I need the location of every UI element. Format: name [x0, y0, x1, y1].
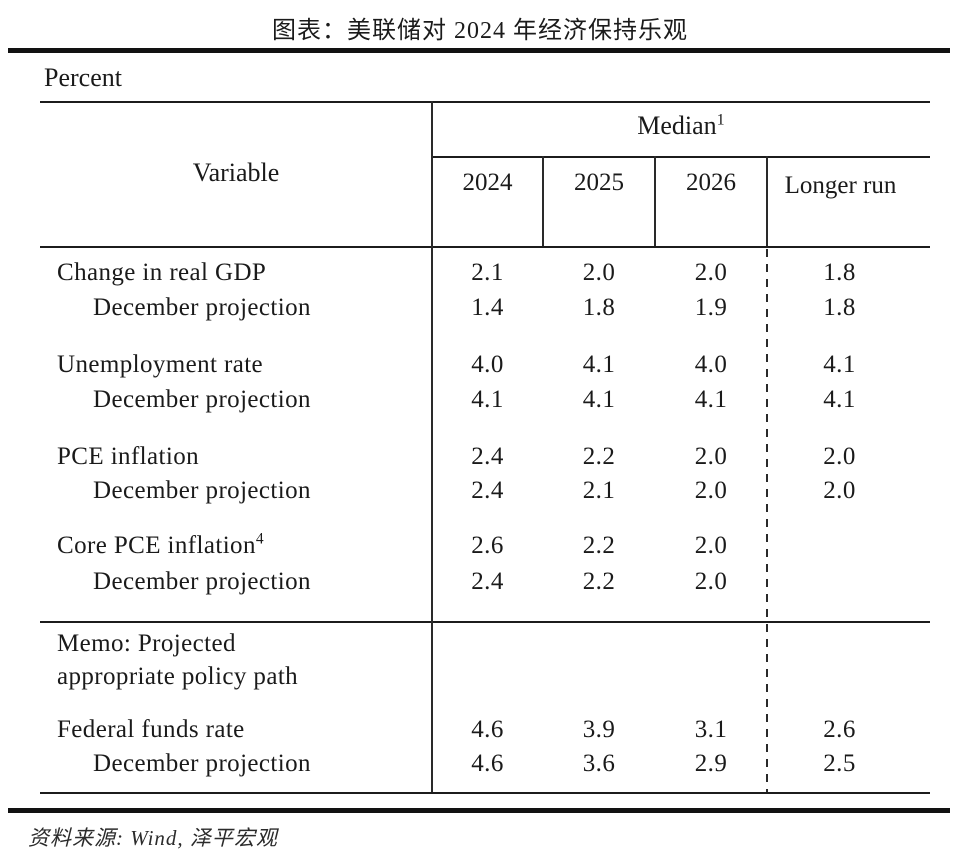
column-header-2025: 2025 [574, 169, 624, 196]
row-label: Change in real GDP [57, 259, 267, 286]
cell-2024: 4.6 [471, 716, 504, 743]
year-divider-2024-2025 [542, 156, 544, 246]
cell-longer-run: 2.0 [823, 443, 856, 470]
cell-longer-run: 4.1 [823, 351, 856, 378]
table-row-core-pce: Core PCE inflation4 2.6 2.2 2.0 [40, 528, 930, 564]
column-header-2024: 2024 [462, 169, 513, 196]
cell-2025: 4.1 [582, 386, 616, 413]
cell-2026: 4.0 [694, 351, 728, 378]
data-source-note: 资料来源: Wind, 泽平宏观 [28, 826, 278, 850]
median-underline-rule [432, 156, 930, 158]
bottom-outer-rule [8, 808, 950, 813]
cell-2024: 1.4 [471, 294, 504, 321]
cell-longer-run: 2.5 [823, 750, 856, 777]
cell-2026: 2.0 [694, 477, 728, 504]
figure-title: 图表：美联储对 2024 年经济保持乐观 [272, 18, 688, 44]
cell-2025: 3.9 [582, 716, 616, 743]
column-header-2026: 2026 [686, 169, 736, 196]
cell-2025: 2.2 [582, 568, 616, 595]
cell-2024: 4.0 [471, 351, 504, 378]
cell-2025: 2.0 [582, 259, 616, 286]
cell-2026: 2.0 [694, 532, 728, 559]
cell-2026: 1.9 [694, 294, 728, 321]
memo-section-rule [40, 621, 930, 623]
table-bottom-rule [40, 792, 930, 794]
longer-run-divider-header [766, 156, 768, 246]
cell-2024: 2.6 [471, 532, 504, 559]
cell-2025: 2.2 [582, 443, 616, 470]
row-label: December projection [93, 477, 311, 504]
cell-2024: 4.1 [471, 386, 504, 413]
cell-2025: 1.8 [582, 294, 616, 321]
cell-longer-run: 1.8 [823, 259, 856, 286]
row-label: December projection [93, 750, 311, 777]
cell-2024: 4.6 [471, 750, 504, 777]
cell-2026: 3.1 [694, 716, 728, 743]
top-outer-rule [8, 48, 950, 53]
table-top-rule [40, 101, 930, 103]
table-row-unemployment: Unemployment rate 4.0 4.1 4.0 4.1 [40, 347, 930, 383]
cell-longer-run: 1.8 [823, 294, 856, 321]
cell-2026: 4.1 [694, 386, 728, 413]
row-label: December projection [93, 294, 311, 321]
row-label: Core PCE inflation4 [57, 530, 265, 559]
column-header-longer-run: Longer run [784, 172, 897, 199]
table-row-pce: PCE inflation 2.4 2.2 2.0 2.0 [40, 439, 930, 475]
year-divider-2025-2026 [654, 156, 656, 246]
row-label: December projection [93, 386, 311, 413]
cell-2025: 4.1 [582, 351, 616, 378]
unit-label: Percent [44, 63, 122, 92]
longer-run-dashed-divider [766, 249, 768, 792]
row-label: Unemployment rate [57, 351, 264, 378]
row-label: PCE inflation [57, 443, 200, 470]
cell-2025: 2.2 [582, 532, 616, 559]
cell-2024: 2.4 [471, 443, 504, 470]
table-row-fed-funds-december: December projection 4.6 3.6 2.9 2.5 [40, 746, 930, 782]
row-label: December projection [93, 568, 311, 595]
table-row-fed-funds: Federal funds rate 4.6 3.9 3.1 2.6 [40, 712, 930, 748]
table-row-core-pce-december: December projection 2.4 2.2 2.0 [40, 564, 930, 600]
cell-2026: 2.9 [694, 750, 728, 777]
cell-longer-run: 4.1 [823, 386, 856, 413]
table-row-gdp: Change in real GDP 2.1 2.0 2.0 1.8 [40, 255, 930, 291]
median-footnote-marker: 1 [716, 111, 725, 129]
cell-2026: 2.0 [694, 568, 728, 595]
cell-2024: 2.4 [471, 568, 504, 595]
cell-longer-run: 2.0 [823, 477, 856, 504]
cell-2026: 2.0 [694, 259, 728, 286]
memo-line-1: Memo: Projected [57, 630, 236, 657]
cell-2024: 2.4 [471, 477, 504, 504]
table-row-pce-december: December projection 2.4 2.1 2.0 2.0 [40, 473, 930, 509]
cell-2025: 2.1 [582, 477, 616, 504]
header-bottom-rule [40, 246, 930, 248]
column-header-median: Median1 [432, 111, 930, 141]
row-label: Federal funds rate [57, 716, 245, 743]
column-header-variable: Variable [192, 158, 280, 187]
variable-column-divider [431, 101, 433, 792]
cell-2026: 2.0 [694, 443, 728, 470]
cell-2025: 3.6 [582, 750, 616, 777]
memo-line-2: appropriate policy path [57, 663, 299, 690]
cell-longer-run: 2.6 [823, 716, 856, 743]
median-label: Median [637, 111, 717, 140]
table-row-gdp-december: December projection 1.4 1.8 1.9 1.8 [40, 290, 930, 326]
memo-note: Memo: Projected appropriate policy path [57, 627, 298, 693]
table-row-unemployment-december: December projection 4.1 4.1 4.1 4.1 [40, 382, 930, 418]
cell-2024: 2.1 [471, 259, 504, 286]
